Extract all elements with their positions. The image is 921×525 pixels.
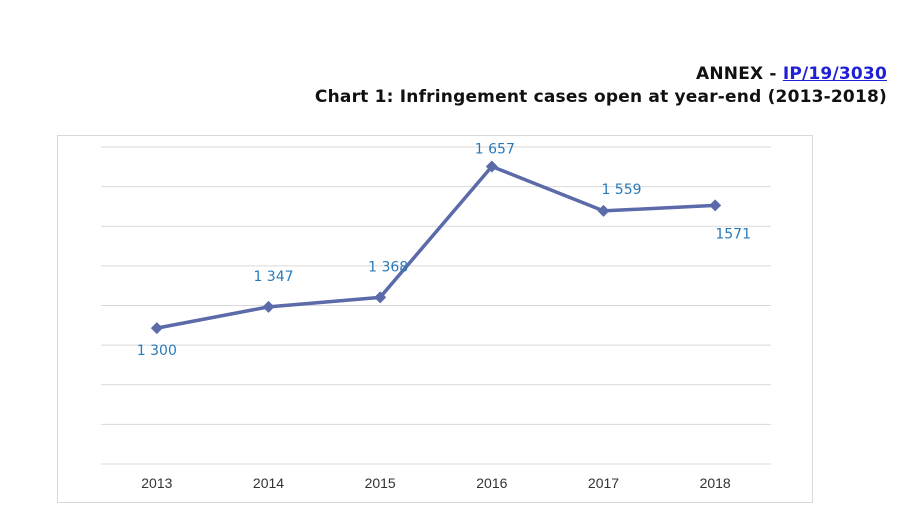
- data-label: 1 657: [475, 141, 515, 157]
- series-markers: [150, 160, 722, 335]
- x-axis-ticks: 2013 2014 2015 2016 2017 2018: [141, 475, 731, 491]
- x-tick-label: 2018: [700, 475, 731, 491]
- chart-title: Chart 1: Infringement cases open at year…: [314, 87, 887, 107]
- data-point-marker: [597, 204, 610, 217]
- data-label: 1571: [715, 226, 751, 242]
- data-point-marker: [709, 199, 722, 212]
- data-point-marker: [262, 300, 275, 313]
- annex-header: ANNEX - IP/19/3030 Chart 1: Infringement…: [315, 63, 887, 109]
- annex-prefix: ANNEX -: [695, 64, 783, 84]
- chart-frame: 1 300 1 347 1 368 1 657 1 559 1571 2013 2014 20…: [57, 135, 813, 503]
- data-point-marker: [150, 322, 163, 335]
- data-labels: 1 300 1 347 1 368 1 657 1 559 1571: [137, 141, 751, 359]
- data-point-marker: [374, 291, 387, 304]
- x-tick-label: 2014: [253, 475, 284, 491]
- data-label: 1 347: [253, 269, 293, 285]
- data-label: 1 559: [601, 182, 641, 198]
- data-label: 1 368: [368, 259, 408, 275]
- series-line: [156, 164, 716, 330]
- x-tick-label: 2016: [476, 475, 507, 491]
- x-tick-label: 2015: [365, 475, 396, 491]
- x-tick-label: 2013: [141, 475, 172, 491]
- x-tick-label: 2017: [588, 475, 619, 491]
- series-line-path: [156, 164, 716, 330]
- data-point-marker: [485, 160, 498, 173]
- gridlines: [101, 146, 771, 465]
- data-label: 1 300: [137, 343, 177, 359]
- annex-reference-link[interactable]: IP/19/3030: [782, 64, 887, 84]
- annex-line: ANNEX - IP/19/3030: [315, 63, 887, 85]
